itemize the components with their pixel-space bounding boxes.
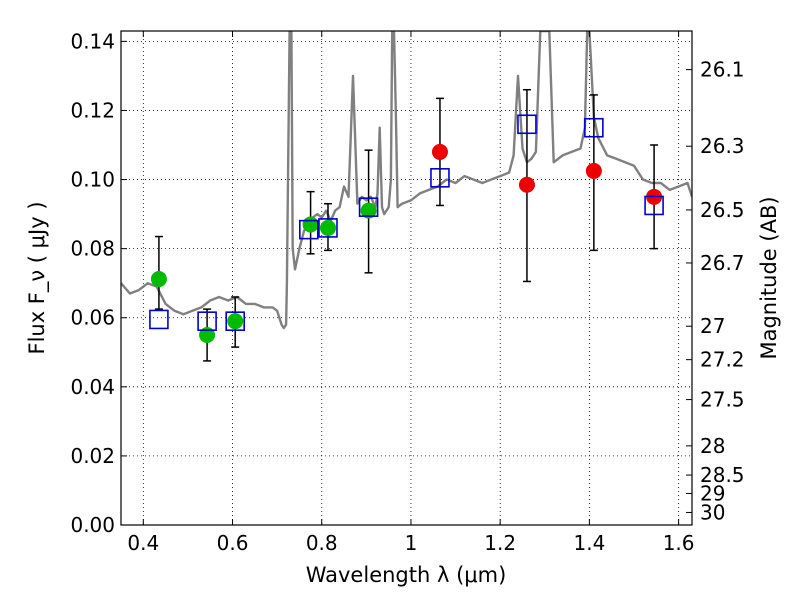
- magnitude-tick-label: 27: [700, 314, 725, 338]
- y-tick-label: 0.08: [70, 237, 115, 261]
- y-tick-label: 0.14: [70, 29, 115, 53]
- observed_green-point: [199, 327, 216, 343]
- observed_red-point: [518, 176, 535, 193]
- magnitude-tick-label: 26.7: [700, 251, 745, 275]
- magnitude-tick-label: 29: [700, 481, 725, 505]
- magnitude-tick-label: 26.1: [700, 58, 745, 82]
- magnitude-tick-label: 26.5: [700, 198, 745, 222]
- magnitude-axis-label: Magnitude (AB): [757, 196, 781, 359]
- x-tick-label: 1.6: [663, 531, 695, 555]
- model-photometry-square: [197, 311, 217, 331]
- plot-frame: [120, 30, 693, 526]
- magnitude-tick-label: 26.3: [700, 134, 745, 158]
- magnitude-tick-label: 27.5: [700, 388, 745, 412]
- model-photometry-square: [149, 309, 169, 330]
- observed_red-point: [585, 162, 602, 179]
- observed_red-point: [431, 143, 448, 160]
- y-tick-label: 0.10: [70, 168, 115, 192]
- y-axis: 0.00 0.02 0.04 0.06 0.08 0.10 0.12 0.14: [70, 29, 127, 537]
- observed_green-point: [150, 271, 167, 288]
- y-tick-label: 0.12: [70, 98, 115, 122]
- model-photometry-square: [225, 311, 245, 331]
- observed_green-point: [319, 219, 336, 236]
- y-tick-label: 0.06: [70, 306, 115, 330]
- model-photometry-square: [644, 195, 664, 216]
- model-photometry-square: [430, 168, 450, 188]
- model-photometry-square: [358, 197, 379, 217]
- magnitude-tick-label: 30: [700, 500, 725, 524]
- y-tick-label: 0.04: [70, 375, 115, 399]
- x-axis-label: Wavelength λ (μm): [306, 563, 507, 587]
- magnitude-tick-label: 28: [700, 434, 725, 458]
- x-tick-label: 0.4: [127, 531, 159, 555]
- model-spectrum-line: [121, 31, 692, 330]
- x-tick-label: 1.2: [484, 531, 516, 555]
- x-tick-label: 0.6: [217, 531, 249, 555]
- x-tick-label: 1: [405, 531, 418, 555]
- y-tick-label: 0.02: [70, 444, 115, 468]
- model-photometry-square: [517, 114, 537, 135]
- magnitude-tick-label: 27.2: [700, 348, 745, 372]
- model-photometry-square: [299, 219, 319, 240]
- observed_green-point: [360, 202, 377, 219]
- observed_green-point: [302, 216, 319, 233]
- y-tick-label: 0.00: [70, 513, 115, 537]
- magnitude-tick-label: 28.5: [700, 463, 745, 487]
- x-tick-label: 0.8: [306, 531, 338, 555]
- x-axis: 0.4 0.6 0.8 1 1.2 1.4 1.6: [127, 31, 695, 555]
- observed_green-point: [227, 313, 244, 330]
- y-axis-label: Flux F_ν ( μJy ): [25, 201, 50, 354]
- model-photometry-square: [318, 218, 338, 238]
- model-spectrum-layer: [121, 31, 692, 330]
- x-tick-label: 1.4: [573, 531, 605, 555]
- model-photometry-square: [584, 117, 604, 138]
- data-points-layer: [149, 114, 664, 343]
- plot-background: [121, 31, 692, 525]
